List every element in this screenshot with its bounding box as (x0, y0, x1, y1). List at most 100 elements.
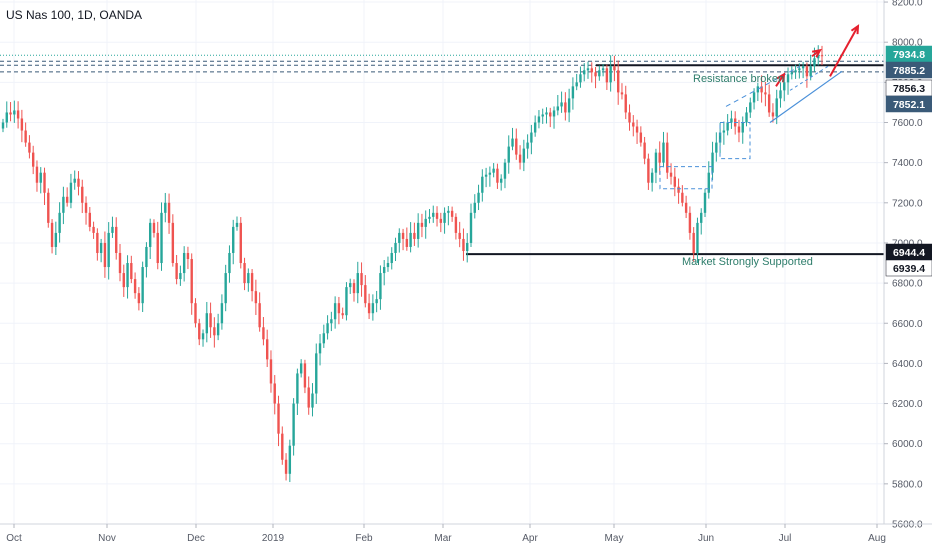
candle (798, 63, 801, 79)
candle (220, 294, 224, 330)
candle-body (439, 218, 443, 223)
candle-body (232, 226, 235, 253)
candle-body (111, 226, 114, 233)
candle (552, 106, 556, 129)
candle-body (669, 172, 673, 177)
support-annotation[interactable]: Market Strongly Supported (682, 256, 813, 268)
candle-body (609, 66, 612, 83)
candle (239, 217, 242, 269)
candle-body (650, 172, 654, 183)
candle (413, 222, 416, 246)
candle (156, 221, 159, 270)
candle (428, 209, 431, 224)
candle-body (296, 373, 299, 404)
time-tick-label: May (605, 533, 624, 544)
candle (620, 83, 624, 100)
time-tick-label: Aug (868, 533, 886, 544)
candle (341, 307, 344, 319)
candle (364, 275, 367, 308)
consolidation-box[interactable] (659, 166, 713, 190)
candle-body (722, 130, 726, 133)
candle (405, 227, 409, 251)
candle-body (545, 112, 548, 115)
candle (628, 104, 631, 131)
candle (424, 210, 427, 239)
candle-body (345, 287, 348, 316)
candle (809, 55, 812, 81)
candle-body (254, 291, 258, 304)
candle (469, 203, 473, 247)
candle (586, 61, 590, 79)
candle (749, 97, 752, 118)
candle (820, 45, 824, 66)
candle-body (156, 232, 159, 264)
candle-body (794, 70, 797, 73)
candle-body (684, 202, 688, 213)
candle (522, 139, 526, 172)
price-tag[interactable]: 7856.3 (885, 79, 932, 97)
candle-body (579, 74, 582, 83)
candle (692, 227, 695, 262)
small-arrow[interactable] (775, 73, 785, 87)
candle (322, 324, 326, 348)
price-tag[interactable]: 7852.1 (885, 95, 932, 113)
candle (658, 141, 661, 175)
candle (281, 426, 284, 465)
candle-body (454, 216, 458, 233)
candle-body (515, 138, 518, 155)
small-arrow-head (811, 48, 822, 58)
candle-body (386, 263, 390, 268)
channel-line[interactable] (789, 65, 829, 91)
candle (360, 262, 363, 297)
consolidation-box[interactable] (719, 122, 751, 160)
candle (262, 317, 265, 346)
price-tag[interactable]: 6944.4 (885, 243, 932, 261)
candle-body (371, 303, 375, 314)
candle (390, 247, 393, 270)
candle-body (530, 132, 533, 143)
price-tick-label: 6600.0 (892, 319, 923, 330)
candle-body (635, 126, 639, 133)
candle-body (443, 212, 446, 223)
breakout-arrow[interactable] (829, 25, 859, 77)
candle-body (250, 273, 254, 292)
price-tags: 7934.8 7885.2 7856.3 7852.1 6944.4 6939.4 (885, 45, 932, 277)
price-tag-label: 7852.1 (893, 99, 925, 111)
candle-body (367, 303, 371, 314)
candle-body (126, 263, 129, 288)
candle (669, 163, 673, 185)
candle (571, 77, 575, 110)
candle-body (352, 283, 356, 294)
candle-body (311, 393, 314, 408)
candle (481, 169, 484, 202)
resistance-annotation[interactable]: Resistance broken (693, 73, 784, 85)
time-axis: Oct Nov Dec 2019 Feb Mar Apr May Jun Jul Aug (6, 524, 886, 544)
candle (99, 238, 103, 263)
candle (65, 187, 69, 207)
candle-body (413, 232, 416, 239)
price-tag[interactable]: 6939.4 (885, 259, 932, 277)
candle-body (235, 222, 239, 227)
candle (541, 108, 544, 124)
candle (737, 119, 741, 143)
candle (613, 55, 616, 82)
candle-body (390, 252, 393, 264)
candle (756, 82, 760, 102)
price-tag[interactable]: 7885.2 (885, 61, 932, 79)
candle (24, 122, 27, 147)
candle (254, 279, 258, 316)
time-axis-panel[interactable] (0, 524, 884, 550)
candle (632, 115, 635, 137)
candle (499, 174, 503, 191)
candle-body (103, 242, 107, 268)
candle (243, 257, 246, 291)
rising-trendline[interactable] (769, 70, 843, 123)
candle (564, 92, 567, 121)
price-tag[interactable]: 7934.8 (885, 45, 932, 63)
candle (537, 110, 541, 129)
candle (224, 264, 227, 312)
candle-body (583, 70, 586, 75)
candle (96, 228, 99, 261)
candle (673, 167, 677, 197)
